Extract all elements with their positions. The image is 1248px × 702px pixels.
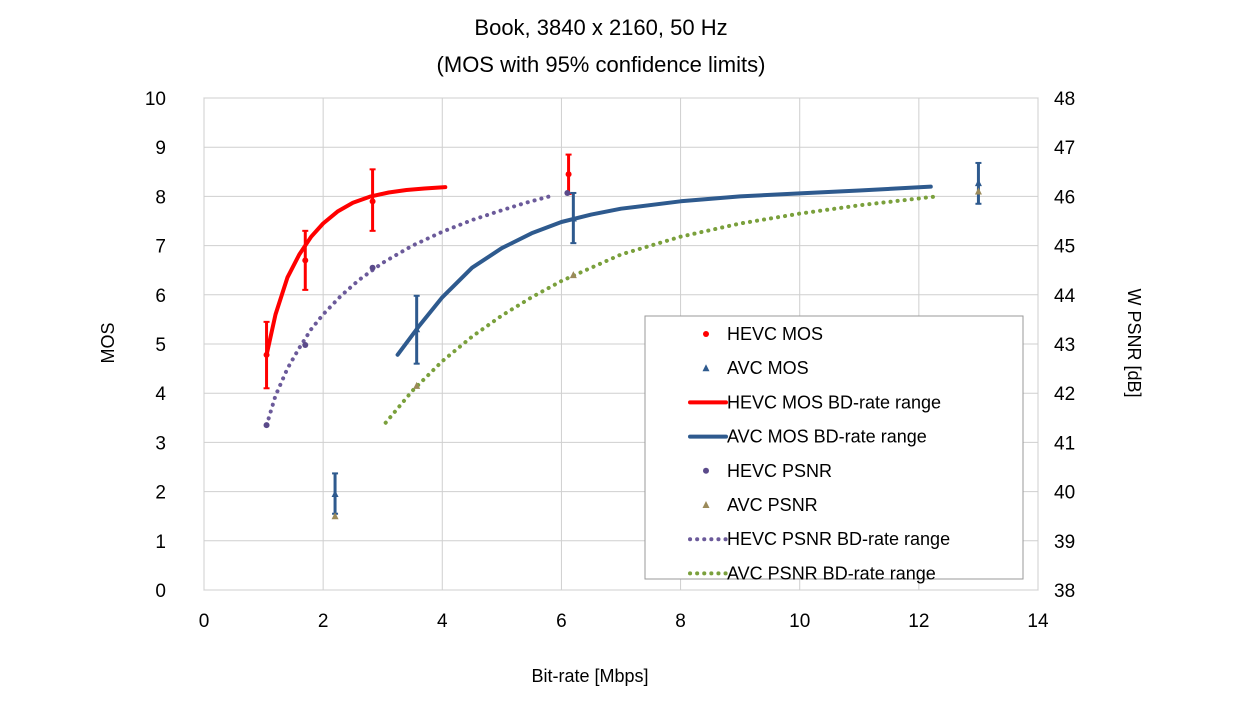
hevc-mos-marker	[369, 198, 376, 205]
tick-labels: 0 2 4 6 8 10 12 1401234567891038394041424344454…	[145, 89, 1076, 632]
hevc-mos-bd-rate-range-curve	[264, 185, 448, 357]
hevc-psnr-marker	[564, 189, 571, 196]
avc-psnr-marker	[331, 512, 339, 520]
x-tick-label: 2	[318, 611, 329, 632]
x-tick-label: 0	[199, 611, 210, 632]
x-tick-label: 6	[556, 611, 567, 632]
y2-tick-label: 42	[1054, 384, 1075, 405]
y2-axis-title: W PSNR [dB]	[1124, 288, 1144, 397]
avc-psnr-marker	[413, 381, 421, 389]
avc-psnr-marker	[974, 187, 982, 195]
y-tick-label: 3	[155, 433, 166, 454]
y2-tick-label: 48	[1054, 89, 1075, 110]
hevc-psnr-marker	[302, 341, 309, 348]
legend-avc-mos-label: AVC MOS	[727, 358, 809, 378]
x-tick-label: 14	[1027, 611, 1049, 632]
hevc-mos-marker	[302, 257, 309, 264]
hevc-psnr-marker	[369, 264, 376, 271]
avc-mos-marker	[569, 214, 577, 222]
y-tick-label: 0	[155, 581, 166, 602]
x-tick-label: 10	[789, 611, 810, 632]
legend-hevc-mos-marker	[703, 331, 709, 337]
x-tick-label: 12	[908, 611, 929, 632]
hevc-psnr-marker	[263, 422, 270, 429]
y2-tick-label: 46	[1054, 187, 1075, 208]
y-tick-label: 9	[155, 138, 166, 159]
legend-hevc-mos-label: HEVC MOS	[727, 324, 823, 344]
legend-hevc-psnr-label: HEVC PSNR	[727, 461, 832, 481]
y2-tick-label: 41	[1054, 433, 1075, 454]
hevc-mos-marker	[263, 351, 270, 358]
avc-psnr-bd-rate-range-curve	[383, 194, 939, 425]
hevc-mos-marker	[565, 171, 572, 178]
y2-tick-label: 43	[1054, 335, 1075, 356]
y2-tick-label: 39	[1054, 532, 1075, 553]
y2-tick-label: 47	[1054, 138, 1075, 159]
x-tick-label: 8	[675, 611, 686, 632]
curves	[264, 184, 939, 428]
x-tick-label: 4	[437, 611, 448, 632]
avc-mos-marker	[331, 490, 339, 498]
markers	[263, 171, 982, 520]
y-tick-label: 6	[155, 286, 166, 307]
y-tick-label: 10	[145, 89, 166, 110]
legend-hevc-mos-bd-rate-range-label: HEVC MOS BD-rate range	[727, 392, 941, 412]
chart-title-line-2: (MOS with 95% confidence limits)	[437, 52, 766, 77]
y-tick-label: 2	[155, 483, 166, 504]
y-axis-title: MOS	[98, 322, 118, 363]
avc-mos-marker	[974, 179, 982, 187]
y2-tick-label: 40	[1054, 483, 1075, 504]
y-tick-label: 7	[155, 237, 166, 258]
legend-box	[644, 315, 1024, 580]
y2-tick-label: 45	[1054, 237, 1075, 258]
avc-mos-bd-rate-range-curve	[395, 184, 933, 357]
y-tick-label: 1	[155, 532, 166, 553]
y-tick-label: 4	[155, 384, 166, 405]
avc-psnr-marker	[569, 271, 577, 279]
legend: HEVC MOS AVC MOS HEVC MOS BD-rate range AVC…	[644, 315, 1024, 583]
avc-mos-marker	[413, 325, 421, 333]
legend-avc-mos-bd-rate-range-label: AVC MOS BD-rate range	[727, 427, 927, 447]
x-axis-title: Bit-rate [Mbps]	[531, 666, 648, 686]
legend-avc-mos-marker	[702, 364, 710, 372]
chart-title-line-1: Book, 3840 x 2160, 50 Hz	[474, 15, 727, 40]
legend-avc-psnr-bd-rate-range-label: AVC PSNR BD-rate range	[727, 563, 936, 583]
y2-tick-label: 38	[1054, 581, 1075, 602]
legend-hevc-psnr-bd-rate-range-label: HEVC PSNR BD-rate range	[727, 529, 950, 549]
legend-avc-psnr-marker	[702, 501, 710, 508]
legend-avc-psnr-label: AVC PSNR	[727, 495, 818, 515]
y-tick-label: 8	[155, 187, 166, 208]
hevc-psnr-bd-rate-range-curve	[264, 194, 552, 428]
legend-hevc-psnr-marker	[703, 467, 709, 474]
y2-tick-label: 44	[1054, 286, 1076, 307]
y-tick-label: 5	[155, 335, 166, 356]
